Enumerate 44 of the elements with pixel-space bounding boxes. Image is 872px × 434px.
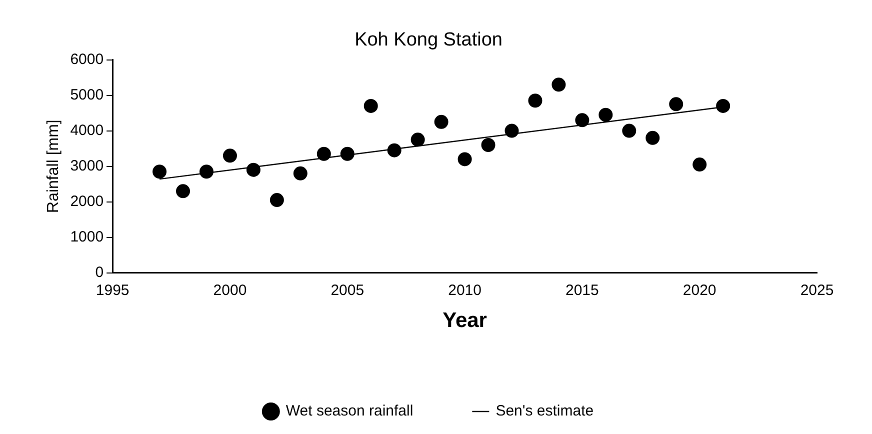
x-tick-label: 2000 — [213, 282, 247, 299]
point — [716, 98, 730, 113]
point — [387, 143, 402, 158]
x-tick-label: 2010 — [448, 282, 482, 299]
x-tick-label: 1995 — [96, 282, 130, 299]
y-tick-label: 1000 — [70, 228, 104, 246]
y-tick-label: 0 — [95, 264, 104, 281]
point — [152, 164, 167, 179]
point — [364, 98, 378, 113]
y-axis-title: Rainfall [mm] — [45, 120, 62, 213]
y-tick-label: 5000 — [70, 86, 104, 104]
point — [222, 148, 237, 163]
point — [199, 164, 214, 179]
point — [270, 193, 284, 208]
point — [692, 158, 707, 172]
point — [552, 78, 566, 92]
chart-title: Koh Kong Station — [354, 30, 502, 51]
point — [340, 146, 354, 161]
point — [293, 166, 308, 180]
point — [316, 146, 331, 161]
point — [646, 130, 660, 145]
x-tick-label: 2025 — [800, 282, 834, 299]
x-tick-label: 2020 — [682, 282, 716, 299]
point — [669, 97, 684, 112]
point — [176, 184, 190, 198]
legend-label: Sen's estimate — [496, 402, 594, 420]
x-tick-label: 2005 — [330, 282, 364, 299]
point — [410, 132, 425, 147]
legend-label: Wet season rainfall — [286, 402, 414, 420]
point — [575, 113, 590, 128]
x-tick-label: 2015 — [566, 282, 599, 299]
y-tick-label: 6000 — [70, 50, 104, 68]
point — [434, 114, 448, 129]
x-axis-title: Year — [442, 309, 487, 332]
point — [504, 124, 519, 138]
point — [622, 124, 636, 138]
y-tick-label: 4000 — [70, 122, 104, 139]
point — [458, 152, 472, 166]
y-tick-label: 2000 — [70, 192, 104, 210]
point — [481, 138, 496, 152]
point — [598, 108, 613, 122]
y-tick-label: 3000 — [70, 157, 104, 174]
point — [246, 162, 260, 177]
point — [528, 94, 542, 108]
